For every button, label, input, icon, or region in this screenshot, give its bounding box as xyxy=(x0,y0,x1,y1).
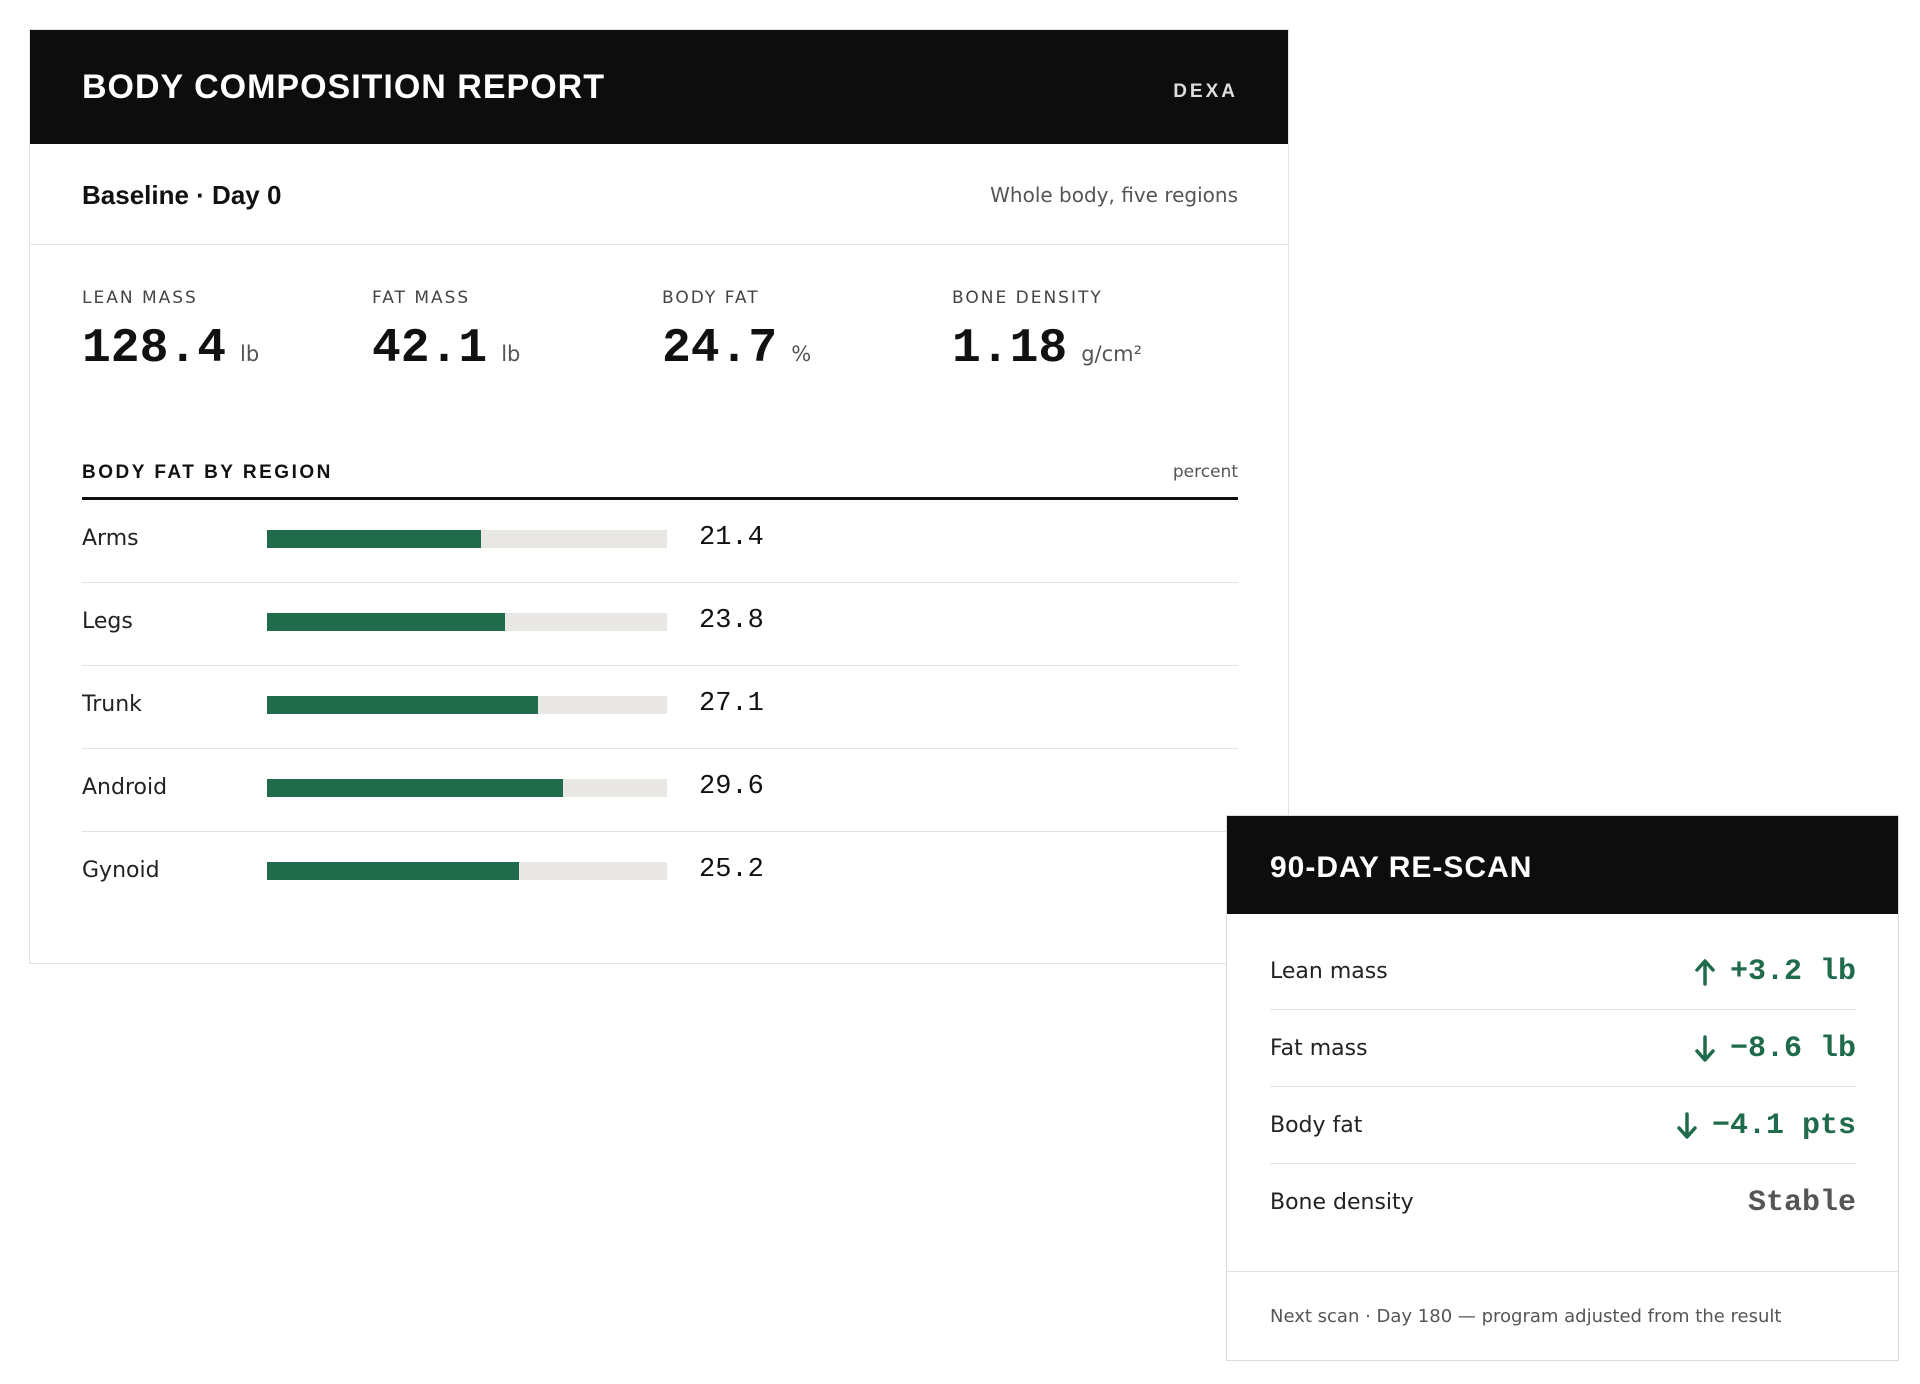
region-bar-fill xyxy=(267,862,519,880)
change-name: Bone density xyxy=(1270,1190,1414,1215)
metric-value: 24.7 xyxy=(662,322,778,376)
metric-unit: g/cm² xyxy=(1081,342,1143,366)
region-row-trunk: Trunk 27.1 xyxy=(82,666,1238,749)
region-bar-track xyxy=(267,862,667,880)
region-name: Android xyxy=(82,775,168,800)
metric-unit: % xyxy=(791,342,812,366)
metric-label: BODY FAT xyxy=(662,288,760,308)
change-value-text: +3.2 lb xyxy=(1729,955,1856,989)
region-value: 21.4 xyxy=(699,523,764,553)
rescan-title: 90-DAY RE-SCAN xyxy=(1270,851,1533,884)
metric-label: LEAN MASS xyxy=(82,288,198,308)
region-section-unit: percent xyxy=(1172,462,1238,482)
region-value: 23.8 xyxy=(699,606,764,636)
change-name: Fat mass xyxy=(1270,1036,1368,1061)
scan-scope: Whole body, five regions xyxy=(990,183,1238,207)
change-value: +3.2 lb xyxy=(1694,957,1856,987)
rescan-card: 90-DAY RE-SCAN Lean mass +3.2 lb Fat mas… xyxy=(1226,815,1899,1361)
scan-method-label: DEXA xyxy=(1173,81,1238,102)
region-section-header: BODY FAT BY REGION percent xyxy=(82,455,1238,500)
region-row-legs: Legs 23.8 xyxy=(82,583,1238,666)
change-name: Lean mass xyxy=(1270,959,1388,984)
region-name: Gynoid xyxy=(82,858,160,883)
metric-fat-mass: FAT MASS 42.1 lb xyxy=(372,288,652,376)
metric-lean-mass: LEAN MASS 128.4 lb xyxy=(82,288,362,376)
region-row-android: Android 29.6 xyxy=(82,749,1238,832)
region-bar-track xyxy=(267,530,667,548)
metric-label: BONE DENSITY xyxy=(952,288,1103,308)
rescan-footer: Next scan · Day 180 — program adjusted f… xyxy=(1227,1271,1898,1363)
metric-bone-density: BONE DENSITY 1.18 g/cm² xyxy=(952,288,1232,376)
region-name: Arms xyxy=(82,526,139,551)
change-value: Stable xyxy=(1748,1188,1856,1218)
region-bar-track xyxy=(267,696,667,714)
region-bar-track xyxy=(267,779,667,797)
region-bar-track xyxy=(267,613,667,631)
report-title: BODY COMPOSITION REPORT xyxy=(82,68,605,106)
region-value: 29.6 xyxy=(699,772,764,802)
metric-value: 42.1 xyxy=(372,322,488,376)
arrow-down-icon xyxy=(1695,1035,1715,1062)
metric-value: 1.18 xyxy=(952,322,1068,376)
change-row-bone-density: Bone density Stable xyxy=(1270,1164,1856,1240)
rescan-footer-text: Next scan · Day 180 — program adjusted f… xyxy=(1270,1306,1782,1327)
metric-label: FAT MASS xyxy=(372,288,471,308)
change-value-text: −8.6 lb xyxy=(1729,1032,1856,1066)
change-value-text: Stable xyxy=(1747,1186,1856,1220)
region-bar-fill xyxy=(267,530,481,548)
metric-unit: lb xyxy=(501,342,521,366)
region-bar-fill xyxy=(267,696,538,714)
region-row-arms: Arms 21.4 xyxy=(82,500,1238,583)
region-bar-fill xyxy=(267,613,505,631)
rescan-header: 90-DAY RE-SCAN xyxy=(1227,816,1898,914)
region-section-title: BODY FAT BY REGION xyxy=(82,462,333,483)
metric-body-fat: BODY FAT 24.7% xyxy=(662,288,942,376)
arrow-down-icon xyxy=(1677,1112,1697,1139)
region-row-gynoid: Gynoid 25.2 xyxy=(82,832,1238,914)
report-header: BODY COMPOSITION REPORT DEXA xyxy=(30,30,1288,144)
region-name: Legs xyxy=(82,609,133,634)
change-list: Lean mass +3.2 lb Fat mass −8.6 lb Body … xyxy=(1270,933,1856,1240)
change-row-fat-mass: Fat mass −8.6 lb xyxy=(1270,1010,1856,1087)
arrow-up-icon xyxy=(1695,959,1715,986)
change-name: Body fat xyxy=(1270,1113,1363,1138)
change-value-text: −4.1 pts xyxy=(1711,1109,1856,1143)
change-row-body-fat: Body fat −4.1 pts xyxy=(1270,1087,1856,1164)
region-list: Arms 21.4 Legs 23.8 Trunk 27.1 Android 2… xyxy=(82,500,1238,914)
region-name: Trunk xyxy=(82,692,142,717)
change-row-lean-mass: Lean mass +3.2 lb xyxy=(1270,933,1856,1010)
body-composition-report-card: BODY COMPOSITION REPORT DEXA Baseline · … xyxy=(29,29,1289,964)
change-value: −4.1 pts xyxy=(1676,1111,1856,1141)
region-value: 27.1 xyxy=(699,689,764,719)
metric-value: 128.4 xyxy=(82,322,227,376)
scan-info-bar: Baseline · Day 0 Whole body, five region… xyxy=(30,144,1288,245)
metric-unit: lb xyxy=(240,342,260,366)
change-value: −8.6 lb xyxy=(1694,1034,1856,1064)
region-bar-fill xyxy=(267,779,563,797)
region-value: 25.2 xyxy=(699,855,764,885)
scan-label: Baseline · Day 0 xyxy=(82,180,282,210)
